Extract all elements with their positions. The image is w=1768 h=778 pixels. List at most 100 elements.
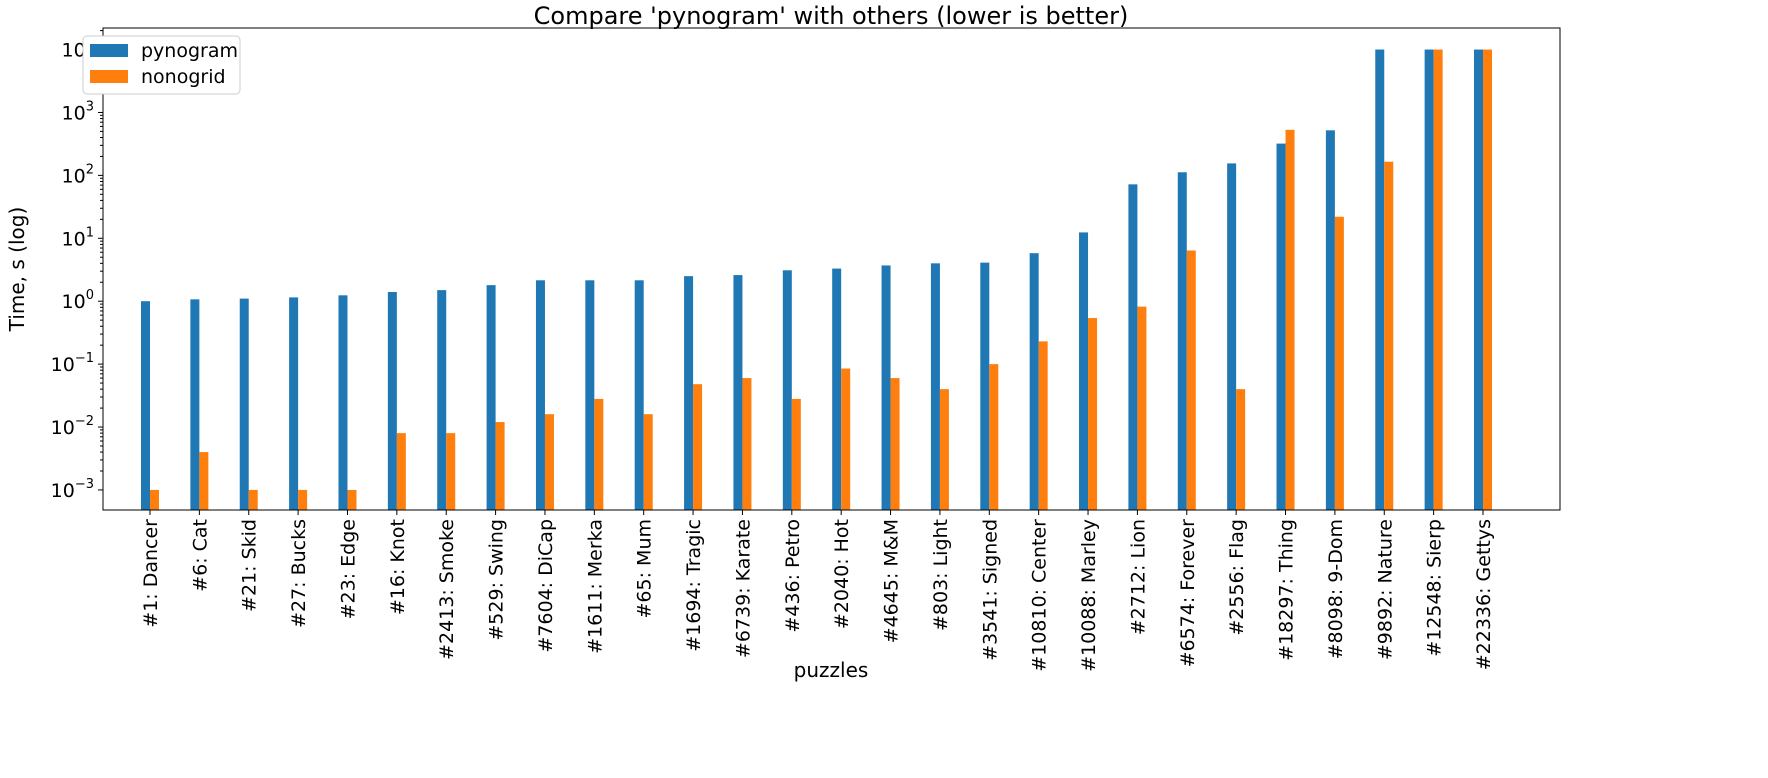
y-tick-label: 10−3 [51,477,94,502]
x-tick-label: #3541: Signed [979,519,1001,661]
legend-swatch-pynogram [90,44,128,57]
x-tick-label: #27: Bucks [288,519,310,628]
bar-nonogrid [1285,129,1295,510]
bar-pynogram [1325,130,1335,510]
legend: pynogram nonogrid [82,35,241,95]
x-tick-label: #1: Dancer [140,519,162,628]
bar-nonogrid [1433,49,1443,511]
bar-nonogrid [199,452,209,510]
bar-pynogram [930,263,940,510]
bar-pynogram [782,270,792,510]
bar-pynogram [733,275,743,510]
x-tick-label: #2712: Lion [1127,519,1149,635]
bar-pynogram [684,276,694,510]
bar-nonogrid [1483,49,1492,511]
bar-pynogram [634,280,644,510]
x-tick-label: #8098: 9-Dom [1325,519,1347,659]
bar-pynogram [1424,49,1434,511]
bar-pynogram [239,298,249,510]
y-tick-label: 10−1 [51,351,94,376]
bar-nonogrid [791,398,801,510]
x-tick-label: #2413: Smoke [436,519,458,660]
x-tick-label: #6574: Forever [1177,519,1199,668]
bar-nonogrid [643,414,653,510]
bar-nonogrid [1384,161,1394,510]
bar-nonogrid [446,433,456,510]
x-tick-label: #529: Swing [486,519,508,641]
bar-pynogram [585,280,595,510]
y-axis-label: Time, s (log) [5,207,29,333]
x-tick-label: #6: Cat [189,519,211,592]
y-tick-label: 10−2 [51,414,94,439]
bar-nonogrid [495,422,505,510]
bar-nonogrid [1088,318,1098,510]
x-tick-label: #436: Petro [782,519,804,633]
x-ticks: #1: Dancer #6: Cat #21: Skid #27: Bucks #23:… [140,510,1495,672]
legend-label-pynogram: pynogram [141,40,238,62]
bar-nonogrid [1334,216,1344,511]
bars-group [141,49,1492,511]
bar-nonogrid [1038,341,1048,510]
x-tick-label: #9892: Nature [1374,519,1396,660]
y-tick-label: 102 [62,162,94,187]
x-tick-label: #10810: Center [1029,519,1051,672]
bar-pynogram [190,299,200,510]
plot-frame [102,27,1561,511]
bar-nonogrid [1186,250,1196,511]
bar-nonogrid [248,489,258,510]
y-tick-label: 103 [62,99,94,124]
bar-pynogram [437,290,447,510]
bar-nonogrid [693,384,703,510]
y-tick-label: 100 [62,288,94,313]
x-tick-label: #10088: Marley [1078,519,1100,672]
x-tick-label: #1611: Merka [584,519,606,654]
x-tick-label: #23: Edge [337,519,359,619]
legend-swatch-nonogrid [90,70,128,83]
x-tick-label: #2556: Flag [1226,519,1248,636]
bar-pynogram [338,295,348,510]
y-tick-label: 101 [62,225,94,250]
bar-nonogrid [742,378,752,510]
bar-nonogrid [544,414,554,510]
bar-nonogrid [150,489,159,510]
bar-pynogram [881,265,891,510]
bar-pynogram [1029,253,1039,510]
x-tick-label: #7604: DiCap [535,519,557,653]
bar-nonogrid [1137,306,1147,510]
legend-label-nonogrid: nonogrid [141,66,226,88]
bar-pynogram [832,268,842,510]
bar-nonogrid [298,489,308,510]
chart-title: Compare 'pynogram' with others (lower is… [534,2,1129,30]
bar-pynogram [980,262,990,510]
x-tick-label: #4645: M&M [881,519,903,643]
bar-nonogrid [594,398,604,510]
bar-pynogram [1079,232,1089,510]
x-tick-label: #16: Knot [387,519,409,615]
x-tick-label: #2040: Hot [831,519,853,629]
bar-nonogrid [1236,389,1246,510]
bar-nonogrid [841,368,851,510]
bar-pynogram [387,292,397,510]
bar-pynogram [141,301,150,510]
bar-pynogram [1276,143,1286,510]
x-tick-label: #6739: Karate [732,519,754,658]
x-tick-label: #65: Mum [634,519,656,618]
bar-pynogram [289,297,299,510]
bar-nonogrid [989,364,999,510]
bar-pynogram [1227,163,1237,511]
x-tick-label: #21: Skid [239,519,261,612]
x-tick-label: #803: Light [930,519,952,631]
bar-pynogram [486,285,496,510]
bar-nonogrid [347,489,357,510]
bar-nonogrid [396,433,406,510]
y-ticks: 10−310−210−1100101102103104 [51,30,103,502]
bar-pynogram [1128,184,1138,511]
bar-pynogram [1474,49,1483,511]
bar-nonogrid [939,389,949,510]
bar-nonogrid [890,378,900,510]
x-tick-label: #12548: Sierp [1424,519,1446,657]
x-tick-label: #22336: Gettys [1473,519,1495,670]
x-tick-label: #18297: Thing [1276,519,1298,661]
x-axis-label: puzzles [794,658,869,682]
